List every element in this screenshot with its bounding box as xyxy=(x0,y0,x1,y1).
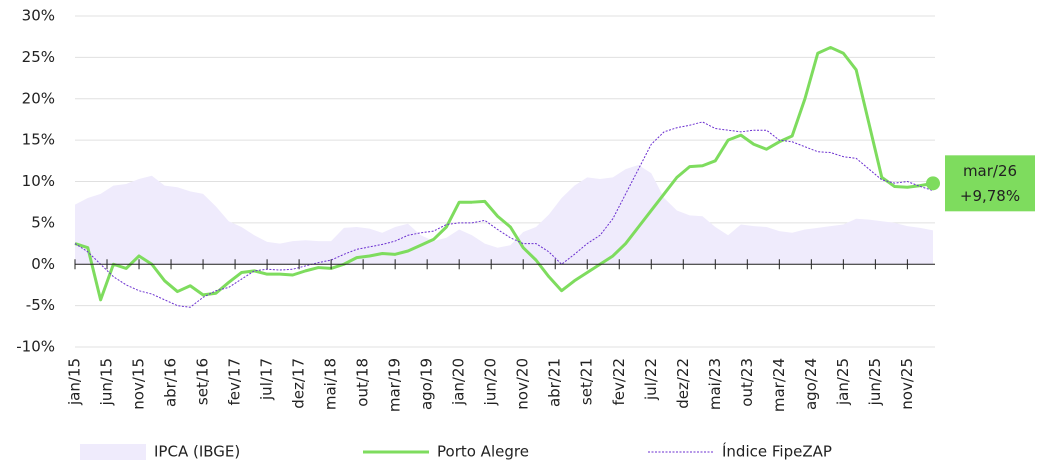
x-tick-label: set/21 xyxy=(578,358,596,405)
legend-label: Índice FipeZAP xyxy=(722,442,832,461)
x-tick-label: mar/19 xyxy=(386,358,404,412)
x-tick-label: abr/16 xyxy=(162,358,180,407)
y-tick-label: -5% xyxy=(26,296,55,314)
x-tick-label: ago/19 xyxy=(418,358,436,410)
x-tick-label: jul/22 xyxy=(642,358,660,401)
x-tick-label: jun/20 xyxy=(482,358,500,406)
legend-label: Porto Alegre xyxy=(437,443,529,461)
end-label-date: mar/26 xyxy=(963,162,1017,180)
x-tick-label: jun/15 xyxy=(98,358,116,406)
y-tick-label: 10% xyxy=(22,172,55,190)
y-tick-label: 5% xyxy=(31,213,55,231)
x-tick-label: out/18 xyxy=(354,358,372,407)
area xyxy=(75,164,933,265)
x-tick-label: jul/17 xyxy=(258,358,276,401)
x-tick-label: dez/17 xyxy=(290,358,308,409)
x-tick-label: set/16 xyxy=(194,358,212,405)
x-tick-label: nov/20 xyxy=(514,358,532,410)
y-tick-label: 25% xyxy=(22,48,55,66)
y-tick-label: -10% xyxy=(16,338,55,356)
line xyxy=(74,121,934,308)
y-tick-label: 0% xyxy=(31,255,55,273)
line xyxy=(74,45,934,302)
x-tick-label: nov/25 xyxy=(898,358,916,410)
x-tick-label: ago/24 xyxy=(802,358,820,410)
x-tick-label: nov/15 xyxy=(130,358,148,410)
legend-label: IPCA (IBGE) xyxy=(154,443,240,461)
x-tick-label: fev/17 xyxy=(226,358,244,406)
end-label-value: +9,78% xyxy=(960,187,1020,205)
legend-swatch xyxy=(80,444,146,460)
x-tick-label: fev/22 xyxy=(610,358,628,406)
y-tick-label: 20% xyxy=(22,89,55,107)
x-tick-label: jan/25 xyxy=(834,358,852,406)
x-tick-label: mar/24 xyxy=(770,358,788,412)
x-tick-label: dez/22 xyxy=(674,358,692,409)
end-point xyxy=(926,176,940,191)
x-tick-label: mai/23 xyxy=(706,358,724,410)
end-label-box xyxy=(945,155,1035,212)
x-tick-label: abr/21 xyxy=(546,358,564,407)
x-tick-label: jan/20 xyxy=(450,358,468,406)
x-tick-label: jun/25 xyxy=(866,358,884,406)
x-tick-label: jan/15 xyxy=(66,358,84,406)
y-tick-label: 15% xyxy=(22,131,55,149)
y-tick-label: 30% xyxy=(22,7,55,25)
x-tick-label: out/23 xyxy=(738,358,756,407)
x-tick-label: mai/18 xyxy=(322,358,340,410)
